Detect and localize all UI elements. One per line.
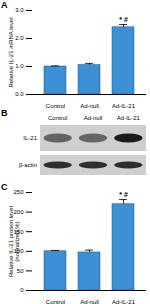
svg-text:1.0: 1.0 <box>15 63 24 69</box>
svg-text:200: 200 <box>13 209 24 215</box>
html-text:A: A <box>1 0 8 10</box>
svg-text:2.0: 2.0 <box>15 35 24 41</box>
svg-text:Ad-IL-21: Ad-IL-21 <box>112 103 136 108</box>
svg-text:50: 50 <box>17 268 24 274</box>
svg-text:Ad-IL-21: Ad-IL-21 <box>117 115 141 121</box>
svg-text:Relative IL-21 mRNA level: Relative IL-21 mRNA level <box>8 17 14 87</box>
svg-text:0: 0 <box>20 287 24 293</box>
svg-text:* #: * # <box>119 191 128 198</box>
svg-text:β-actin: β-actin <box>19 162 37 168</box>
svg-text:IL-21: IL-21 <box>23 135 37 141</box>
svg-text:Control: Control <box>48 115 67 121</box>
svg-text:3.0: 3.0 <box>15 7 24 13</box>
svg-text:0.0: 0.0 <box>15 91 24 97</box>
svg-text:Ad-null: Ad-null <box>80 299 99 304</box>
svg-text:Ad-null: Ad-null <box>84 115 103 121</box>
svg-text:Control: Control <box>46 299 65 304</box>
svg-text:Control: Control <box>46 103 65 108</box>
svg-text:Relative IL-21 protein level(n: Relative IL-21 protein level(normalized,… <box>8 206 20 277</box>
svg-text:Ad-IL-21: Ad-IL-21 <box>112 299 136 304</box>
svg-text:* #: * # <box>119 16 128 23</box>
html-text:C: C <box>1 182 8 192</box>
html-text:B: B <box>1 108 8 118</box>
svg-text:Ad-null: Ad-null <box>80 103 99 108</box>
svg-text:250: 250 <box>13 189 24 195</box>
